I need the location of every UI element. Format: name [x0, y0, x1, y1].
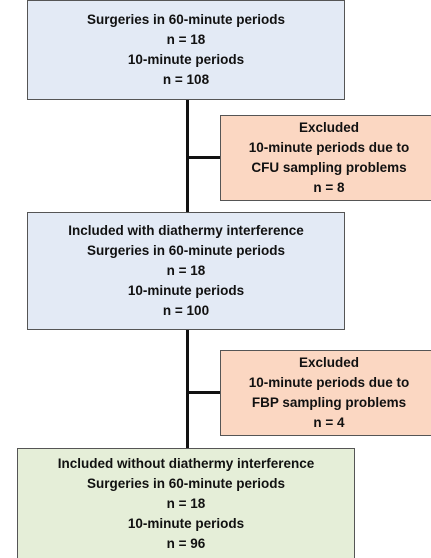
- box-text: 10-minute periods due to: [248, 140, 410, 155]
- flow-box: Included with diathermy interference Surg…: [27, 212, 345, 330]
- box-text: Included with diathermy interference: [68, 223, 304, 238]
- box-text: n = 18: [166, 32, 206, 47]
- box-text: Surgeries in 60-minute periods: [86, 243, 286, 258]
- box-text: Surgeries in 60-minute periods: [86, 476, 286, 491]
- box-text: n = 96: [166, 536, 206, 551]
- box-text: n = 8: [313, 180, 345, 195]
- flow-box: Surgeries in 60-minute periods n = 18 10-m…: [27, 0, 345, 100]
- box-text: n = 4: [313, 415, 345, 430]
- connector: [186, 391, 221, 394]
- connector: [186, 156, 221, 159]
- box-text: CFU sampling problems: [251, 160, 407, 175]
- box-text: 10-minute periods: [127, 516, 245, 531]
- box-text: n = 18: [166, 263, 206, 278]
- box-text: 10-minute periods due to: [248, 375, 410, 390]
- box-text: Surgeries in 60-minute periods: [86, 12, 286, 27]
- box-text: 10-minute periods: [127, 52, 245, 67]
- box-text: Included without diathermy interference: [57, 456, 315, 471]
- exclusion-box: Excluded 10-minute periods due to FBP samp…: [220, 350, 431, 436]
- box-text: n = 18: [166, 496, 206, 511]
- final-box: Included without diathermy interference S…: [17, 448, 355, 558]
- box-text: Excluded: [298, 120, 360, 135]
- box-text: n = 100: [162, 303, 210, 318]
- box-text: n = 108: [162, 72, 210, 87]
- box-text: Excluded: [298, 355, 360, 370]
- box-text: FBP sampling problems: [251, 395, 407, 410]
- box-text: 10-minute periods: [127, 283, 245, 298]
- connector: [186, 330, 189, 448]
- exclusion-box: Excluded 10-minute periods due to CFU samp…: [220, 115, 431, 201]
